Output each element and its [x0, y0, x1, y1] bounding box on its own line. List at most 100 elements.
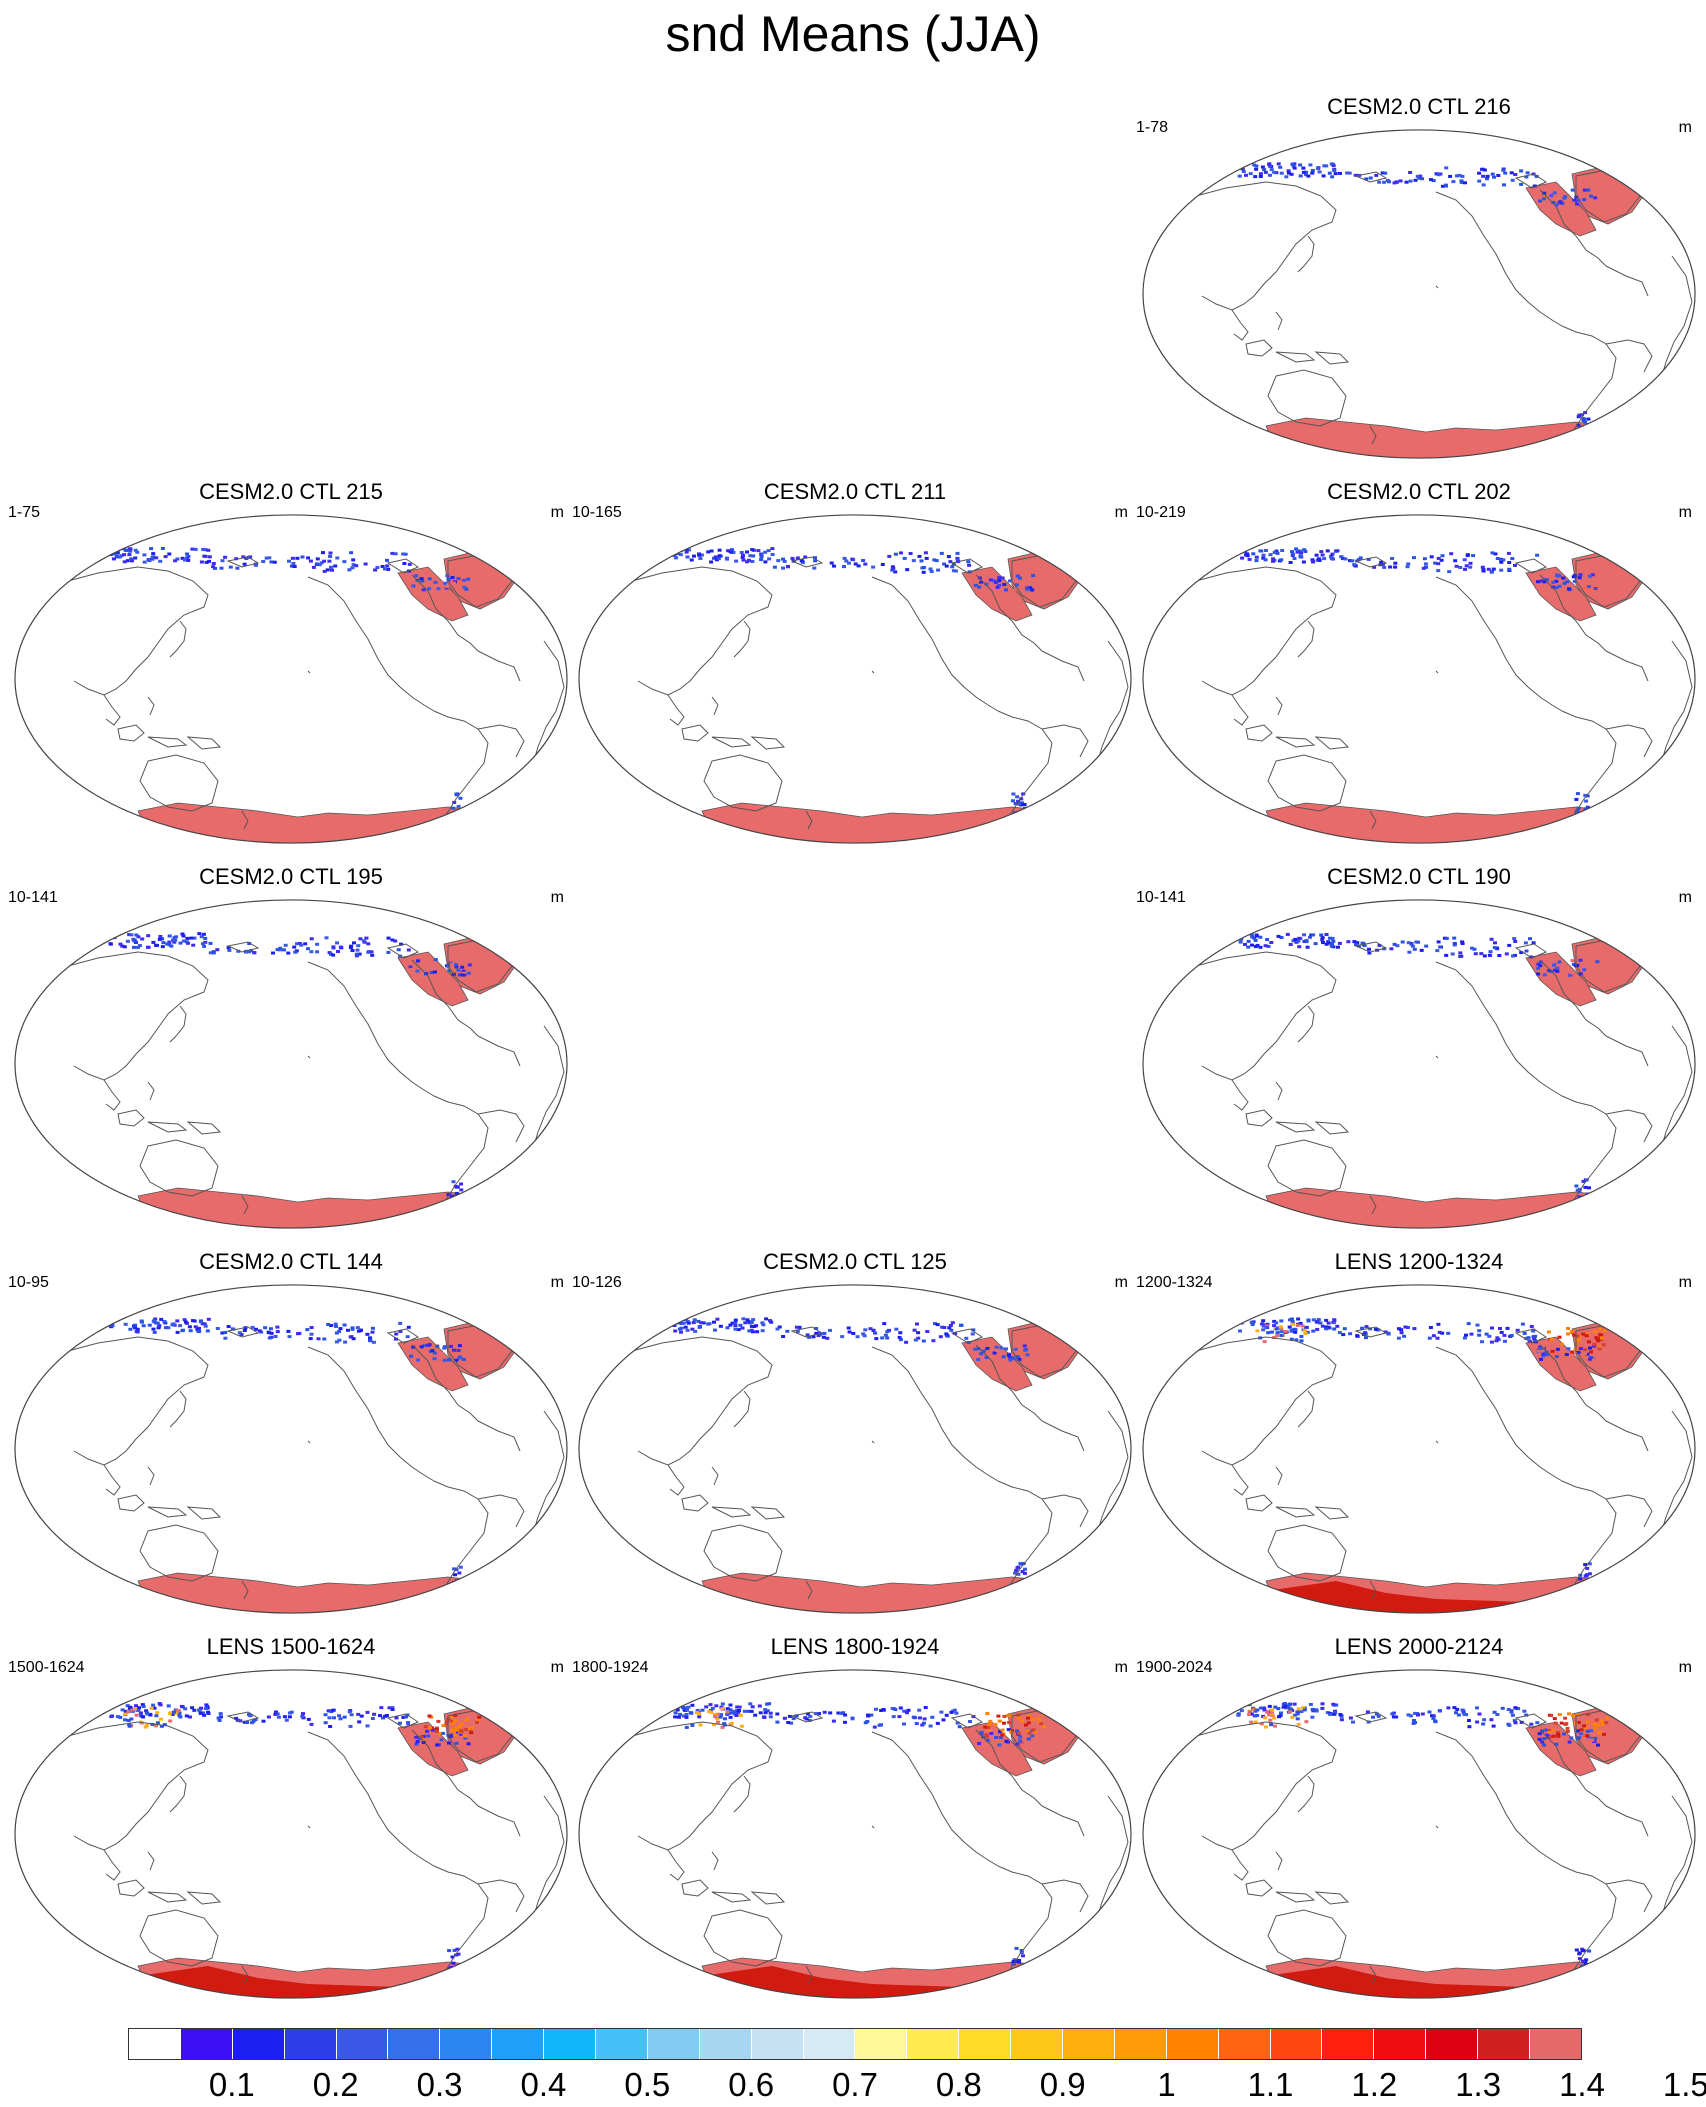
map-content	[67, 1317, 565, 1614]
snow-cell	[1575, 1585, 1580, 1589]
snow-cell	[1304, 173, 1308, 177]
snow-cell	[686, 1705, 691, 1709]
snow-cell	[1315, 1320, 1320, 1324]
coastline	[1659, 1025, 1693, 1153]
snow-cell	[370, 1330, 375, 1334]
snow-cell	[1247, 1713, 1252, 1716]
coastline	[147, 1466, 155, 1486]
snow-cell	[1522, 1331, 1527, 1335]
snow-cell	[1249, 1720, 1254, 1724]
coastline	[1514, 943, 1548, 959]
snow-cell	[680, 1705, 685, 1709]
snow-cell	[401, 1715, 406, 1719]
snow-cell	[1004, 1739, 1009, 1743]
coastline	[1095, 1795, 1129, 1923]
coastline	[241, 810, 249, 830]
snow-cell	[1511, 954, 1515, 958]
snow-cell	[147, 558, 151, 562]
snow-cell	[439, 1738, 444, 1742]
snow-cell	[1446, 1331, 1451, 1335]
snow-cell	[1435, 1336, 1440, 1340]
snow-cell	[1296, 1707, 1301, 1711]
snow-cell	[787, 1714, 792, 1718]
snow-cell	[862, 1334, 867, 1338]
snow-cell	[865, 1720, 870, 1723]
snow-cell	[1455, 1707, 1460, 1711]
snow-cell	[1536, 1349, 1541, 1353]
snow-cell	[450, 815, 455, 819]
snow-cell	[1016, 1731, 1021, 1735]
snow-cell	[327, 1716, 332, 1720]
snow-cell	[720, 1702, 725, 1706]
snow-cell	[1298, 163, 1303, 167]
snow-cell	[1317, 170, 1322, 174]
snow-cell	[162, 1723, 167, 1727]
coastline	[147, 1081, 155, 1101]
snow-cell	[276, 1715, 281, 1719]
coastline	[871, 576, 999, 712]
snow-cell	[898, 1331, 903, 1335]
snow-cell	[777, 1325, 782, 1329]
snow-cell	[234, 1716, 239, 1720]
snow-cell	[140, 1320, 144, 1324]
snow-cell	[308, 559, 313, 563]
map-panel: LENS 2000-2124 1900-2024 m	[1136, 1634, 1702, 1999]
snow-cell	[144, 1709, 149, 1713]
snow-cell	[326, 1709, 331, 1713]
snow-cell	[1492, 175, 1496, 179]
arctic-archipelago-snow	[1525, 951, 1597, 1007]
panel-unit-label: m	[1114, 1659, 1128, 1676]
snow-cell	[1594, 1336, 1599, 1340]
map-frame	[14, 899, 568, 1229]
snow-cell	[1250, 943, 1254, 947]
snow-cell	[143, 1725, 148, 1729]
coastline	[975, 1729, 1043, 1807]
coastline	[733, 1775, 751, 1813]
coastline	[1245, 1879, 1273, 1897]
snow-cell	[463, 1734, 468, 1738]
snow-cell	[1279, 1711, 1283, 1715]
snow-cell	[992, 1351, 997, 1355]
snow-cell	[133, 1707, 138, 1711]
snow-cell	[1549, 1714, 1553, 1717]
snow-cell	[694, 1711, 699, 1715]
snow-cell	[1299, 551, 1303, 555]
snow-cell	[406, 1325, 411, 1329]
snow-cell	[1575, 202, 1579, 206]
snow-cell	[192, 1708, 197, 1712]
snow-cell	[1351, 1720, 1355, 1724]
snow-cell	[1552, 963, 1556, 967]
snow-cell	[466, 971, 471, 975]
coastline	[1231, 1849, 1249, 1881]
snow-cell	[1571, 575, 1576, 579]
snow-cell	[1576, 1721, 1581, 1724]
snow-cell	[908, 552, 913, 555]
map-frame	[578, 1284, 1132, 1614]
snow-cell	[913, 1338, 918, 1342]
snow-cell	[1291, 164, 1296, 168]
snow-cell	[691, 1321, 696, 1325]
snow-cell	[203, 554, 208, 558]
snow-cell	[1589, 1350, 1594, 1354]
snow-cell	[1294, 547, 1299, 551]
snow-cell	[1288, 1707, 1293, 1711]
snow-cell	[390, 1708, 395, 1711]
snow-cell	[1265, 1326, 1270, 1330]
snow-cell	[1340, 556, 1345, 560]
snow-cell	[1495, 1713, 1500, 1716]
snow-cell	[297, 942, 302, 945]
snow-cell	[463, 1736, 468, 1740]
snow-cell	[337, 1330, 342, 1333]
snow-cell	[1366, 1720, 1371, 1724]
snow-cell	[1328, 1712, 1333, 1716]
snow-cell	[157, 1324, 162, 1328]
snow-cell	[206, 548, 211, 552]
snow-cell	[1575, 809, 1580, 813]
colorbar-tick-label: 1.5	[1662, 2066, 1706, 2103]
snow-cell	[1411, 1721, 1416, 1725]
snow-cell	[329, 565, 333, 569]
panel-title: LENS 1800-1924	[770, 1634, 940, 1659]
snow-cell	[1494, 1339, 1499, 1343]
colorbar-tick-label: 0.9	[1039, 2066, 1086, 2103]
snow-cell	[1273, 1724, 1277, 1728]
